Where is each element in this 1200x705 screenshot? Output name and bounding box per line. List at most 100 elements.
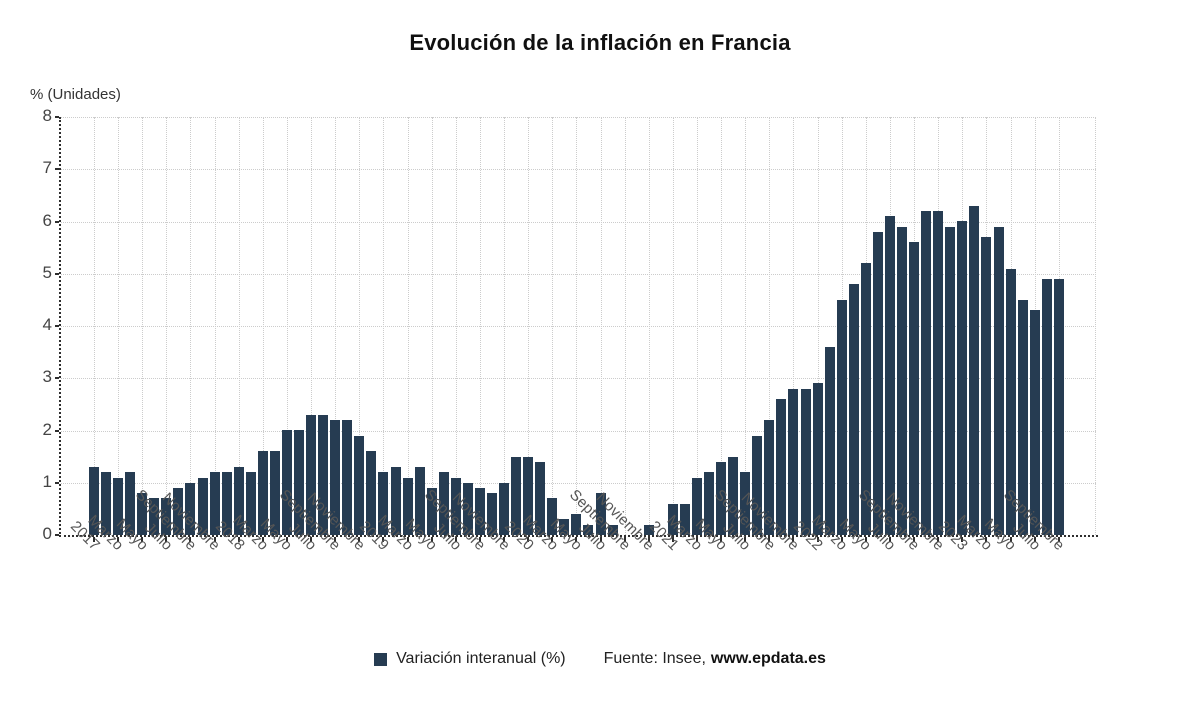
bar xyxy=(824,347,835,535)
bar xyxy=(209,472,220,535)
x-tick-mark xyxy=(696,537,698,542)
bar xyxy=(836,300,847,535)
bar xyxy=(752,436,763,535)
x-gridline xyxy=(335,117,337,535)
x-tick-mark xyxy=(1057,537,1060,542)
plot-area xyxy=(61,117,1096,535)
bar xyxy=(704,472,715,535)
x-gridline xyxy=(721,117,723,535)
bar xyxy=(679,504,690,535)
bar xyxy=(281,430,292,535)
x-tick-mark xyxy=(720,537,723,542)
y-tick-mark xyxy=(55,272,59,275)
bar xyxy=(486,493,497,535)
bar xyxy=(137,493,148,535)
x-tick-mark xyxy=(647,537,650,542)
source-site-label: www.epdata.es xyxy=(710,650,826,667)
bar xyxy=(269,451,280,535)
bar xyxy=(161,498,172,535)
x-tick-mark xyxy=(406,537,409,542)
bar xyxy=(366,451,377,535)
bar xyxy=(173,488,184,535)
x-gridline xyxy=(431,117,433,535)
y-axis-unit-label: % (Unidades) xyxy=(30,86,121,103)
x-gridline xyxy=(793,117,795,535)
bar xyxy=(945,227,956,535)
x-gridline xyxy=(94,117,95,535)
bar xyxy=(571,514,582,535)
x-gridline xyxy=(745,117,747,535)
bar xyxy=(149,498,160,535)
bar xyxy=(294,430,305,535)
bar xyxy=(125,472,136,535)
x-tick-mark xyxy=(261,537,264,542)
bar xyxy=(1041,279,1052,535)
y-tick-mark xyxy=(55,168,59,171)
x-gridline xyxy=(455,117,457,535)
x-gridline xyxy=(286,117,288,535)
y-gridline xyxy=(61,326,1096,327)
x-tick-mark xyxy=(358,537,361,542)
bar xyxy=(933,211,944,535)
x-tick-mark xyxy=(237,537,240,542)
x-gridline xyxy=(769,117,771,535)
bar xyxy=(101,472,112,535)
bar xyxy=(414,467,425,535)
bar xyxy=(511,457,522,535)
x-gridline xyxy=(528,117,530,535)
x-gridline xyxy=(697,117,698,535)
bar xyxy=(667,504,678,535)
x-gridline xyxy=(190,117,192,535)
bar xyxy=(957,221,968,535)
bar xyxy=(1005,269,1016,535)
x-tick-mark xyxy=(454,537,457,542)
bar xyxy=(848,284,859,535)
x-tick-mark xyxy=(985,537,988,542)
bar xyxy=(993,227,1004,535)
y-axis-line xyxy=(59,117,61,537)
y-tick-mark xyxy=(55,481,59,484)
x-tick-mark xyxy=(1033,537,1036,542)
x-tick-mark xyxy=(961,537,964,542)
x-gridline xyxy=(552,117,554,535)
x-tick-mark xyxy=(551,537,554,542)
bar xyxy=(1017,300,1028,535)
y-tick-label: 7 xyxy=(42,158,52,178)
bar xyxy=(716,462,727,535)
x-gridline xyxy=(672,117,674,535)
x-tick-mark xyxy=(503,537,506,542)
x-tick-mark xyxy=(599,537,602,542)
bar xyxy=(257,451,268,535)
y-gridline xyxy=(61,482,1096,484)
bar xyxy=(378,472,389,535)
bar xyxy=(764,420,775,535)
y-tick-mark xyxy=(55,116,59,118)
y-tick-label: 5 xyxy=(42,262,52,282)
x-tick-mark xyxy=(93,537,95,542)
legend: Variación interanual (%) Fuente: Insee, … xyxy=(0,650,1200,668)
bar xyxy=(909,242,920,535)
x-tick-mark xyxy=(575,537,578,542)
x-tick-mark xyxy=(937,537,940,542)
x-gridline xyxy=(359,117,361,535)
x-tick-mark xyxy=(768,537,771,542)
x-tick-mark xyxy=(623,537,626,542)
bar xyxy=(402,478,413,535)
bar xyxy=(113,478,124,535)
bar xyxy=(233,467,244,535)
x-gridline xyxy=(311,117,313,535)
y-gridline xyxy=(61,378,1096,380)
legend-swatch-icon xyxy=(374,652,388,666)
bar xyxy=(306,415,317,535)
bar xyxy=(860,263,871,535)
bar xyxy=(788,389,799,535)
bar xyxy=(692,478,702,535)
x-gridline xyxy=(600,117,602,535)
page-title: Evolución de la inflación en Francia xyxy=(409,30,791,55)
bar xyxy=(607,525,618,535)
bar xyxy=(872,232,883,535)
x-tick-mark xyxy=(189,537,192,542)
bar xyxy=(981,237,992,535)
bar xyxy=(1053,279,1064,535)
bar xyxy=(89,467,99,535)
